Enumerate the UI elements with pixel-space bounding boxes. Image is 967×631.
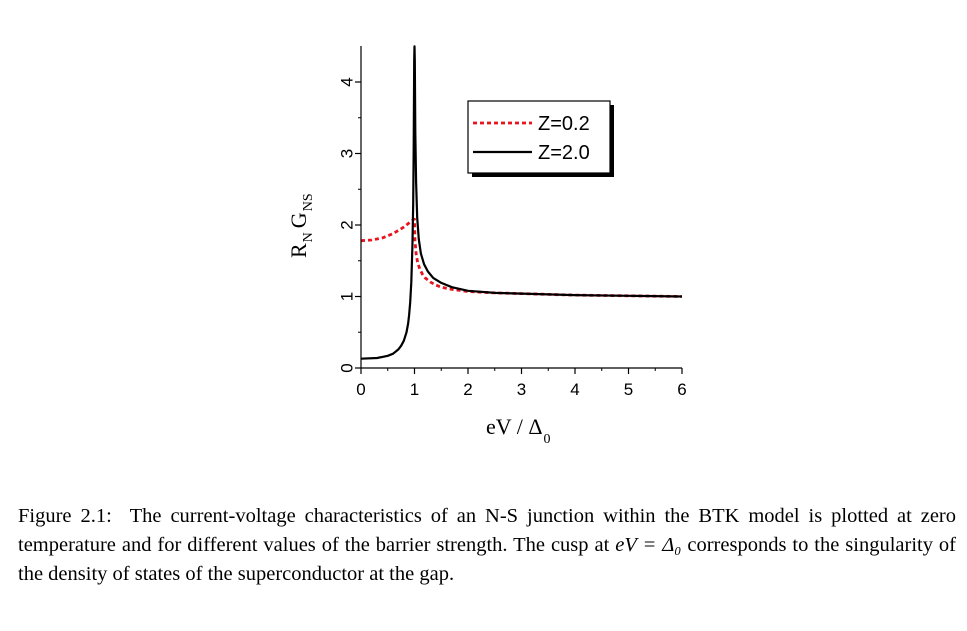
caption-label: Figure 2.1: <box>18 505 112 527</box>
caption-text-part1: The current-voltage characteristics of a… <box>18 505 957 556</box>
x-tick-label: 5 <box>624 380 633 399</box>
series-line-1 <box>360 45 683 360</box>
x-tick-label: 2 <box>463 380 472 399</box>
y-axis-title-r-sub: N <box>301 232 316 242</box>
legend-label-1: Z=2.0 <box>538 142 590 164</box>
series-line-0 <box>360 217 683 298</box>
svg-text:RNGNS: RNGNS <box>286 193 316 258</box>
x-axis-title: eV / Δ0 <box>486 414 551 447</box>
y-tick-label: 3 <box>338 149 357 158</box>
legend-label-0: Z=0.2 <box>538 113 590 135</box>
y-axis-title: RNGNS <box>286 193 316 258</box>
x-axis-title-sub: 0 <box>544 432 551 447</box>
y-axis-title-g-sub: NS <box>301 193 316 211</box>
x-tick-label: 3 <box>517 380 526 399</box>
x-axis-title-main: eV / Δ <box>486 414 543 439</box>
y-tick-label: 0 <box>338 363 357 372</box>
caption-math: eV = Δ₀ <box>615 534 682 556</box>
x-tick-label: 0 <box>356 380 365 399</box>
x-tick-label: 4 <box>570 380 579 399</box>
caption-text-part2: corresponds to the singularity of the de… <box>18 534 957 585</box>
y-axis-title-r: R <box>286 243 311 258</box>
x-tick-label: 6 <box>677 380 686 399</box>
y-tick-label: 4 <box>338 77 357 86</box>
x-tick-label: 1 <box>410 380 419 399</box>
legend-box <box>467 100 611 174</box>
figure-caption: Figure 2.1: The current-voltage characte… <box>18 502 956 589</box>
y-tick-label: 2 <box>338 220 357 229</box>
y-tick-label: 1 <box>338 292 357 301</box>
y-axis-title-g: G <box>286 212 311 228</box>
plot-area: 0 1 2 3 4 0 1 2 3 4 5 6 Z=0.2 Z=2.0 <box>338 45 687 399</box>
